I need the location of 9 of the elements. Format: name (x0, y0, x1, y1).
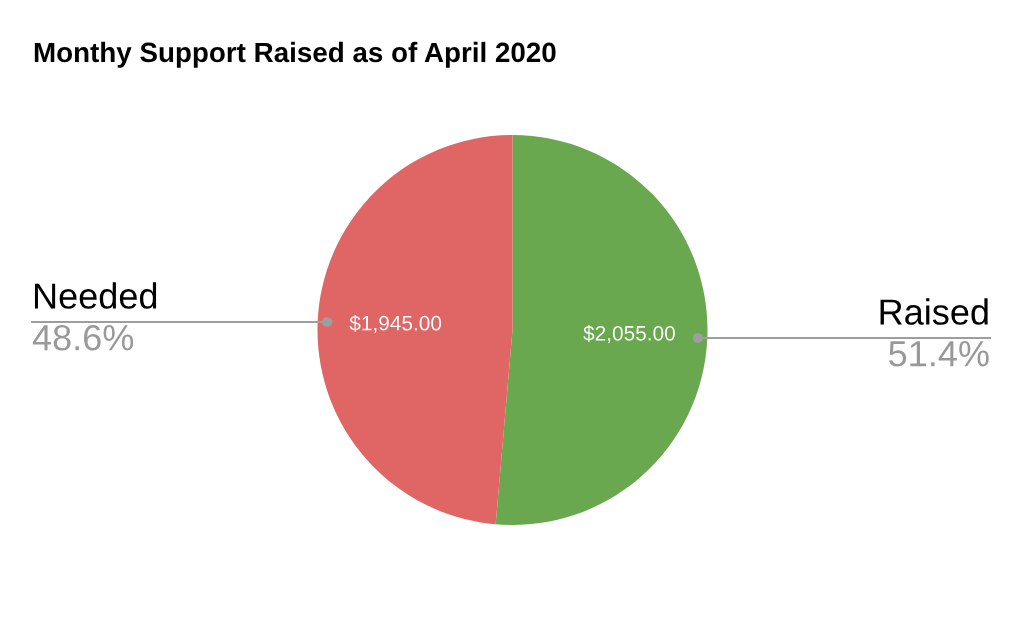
text: 51.4% (889, 341, 989, 367)
slice-label: Needed (34, 282, 157, 309)
text: 48.6% (32, 324, 134, 351)
pie-slice (317, 135, 513, 525)
chart-title: Monthy Support Raised as of April 2020 (34, 41, 556, 68)
data-label: $1,945.00 (349, 314, 442, 333)
data-label: $2,055.00 (583, 325, 675, 344)
pie-slice (495, 135, 708, 525)
slice-label: Raised (880, 298, 988, 325)
